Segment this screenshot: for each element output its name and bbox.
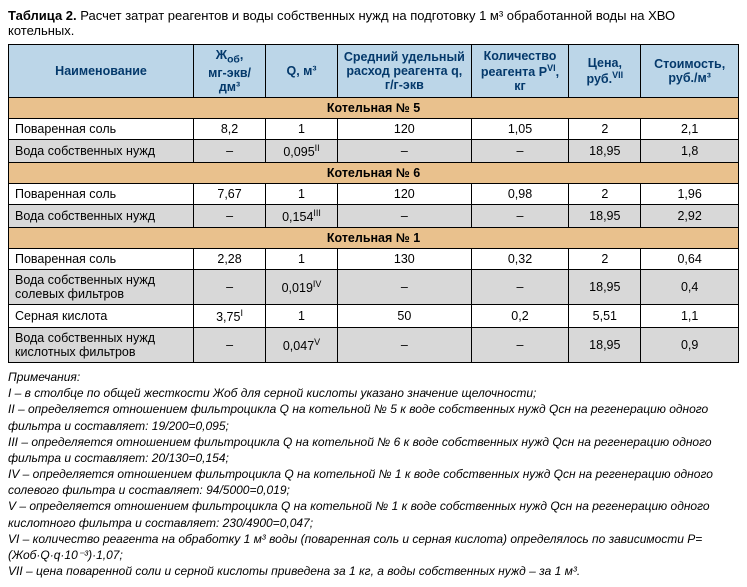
title-prefix: Таблица 2.: [8, 8, 77, 23]
table-cell: 0,095II: [266, 139, 338, 162]
table-cell: 1: [266, 183, 338, 204]
table-cell: 2,92: [641, 204, 739, 227]
col-rate: Средний удельный расход реагента q, г/г-…: [338, 45, 472, 98]
table-cell: 50: [338, 304, 472, 327]
table-cell: –: [338, 327, 472, 362]
footnote-line: IV – определяется отношением фильтроцикл…: [8, 466, 739, 498]
table-cell: Поваренная соль: [9, 248, 194, 269]
table-row: Вода собственных нужд–0,095II––18,951,8: [9, 139, 739, 162]
table-row: Поваренная соль8,211201,0522,1: [9, 118, 739, 139]
table-cell: 5,51: [569, 304, 641, 327]
table-cell: 0,4: [641, 269, 739, 304]
table-cell: 0,9: [641, 327, 739, 362]
table-cell: 2,28: [194, 248, 266, 269]
footnote-line: V – определяется отношением фильтроцикла…: [8, 498, 739, 530]
footnote-line: I – в столбце по общей жесткости Жоб для…: [8, 385, 739, 401]
table-cell: –: [471, 269, 569, 304]
footnote-line: VI – количество реагента на обработку 1 …: [8, 531, 739, 563]
table-cell: 1,1: [641, 304, 739, 327]
table-cell: 1: [266, 118, 338, 139]
table-cell: –: [194, 327, 266, 362]
table-cell: 2: [569, 183, 641, 204]
table-cell: Вода собственных нужд солевых фильтров: [9, 269, 194, 304]
table-cell: 0,154III: [266, 204, 338, 227]
col-price: Цена, руб.VII: [569, 45, 641, 98]
table-cell: 1: [266, 248, 338, 269]
table-cell: 18,95: [569, 204, 641, 227]
col-cost: Стоимость, руб./м³: [641, 45, 739, 98]
table-cell: –: [194, 139, 266, 162]
table-cell: 18,95: [569, 139, 641, 162]
table-cell: –: [338, 204, 472, 227]
table-cell: 0,019IV: [266, 269, 338, 304]
table-cell: 1,96: [641, 183, 739, 204]
section-header: Котельная № 5: [9, 97, 739, 118]
section-header: Котельная № 1: [9, 227, 739, 248]
table-cell: 0,047V: [266, 327, 338, 362]
footnote-line: II – определяется отношением фильтроцикл…: [8, 401, 739, 433]
table-cell: –: [194, 269, 266, 304]
col-zhob: Жоб, мг-экв/дм³: [194, 45, 266, 98]
table-cell: 2: [569, 248, 641, 269]
table-cell: 120: [338, 183, 472, 204]
table-cell: 3,75I: [194, 304, 266, 327]
table-cell: 1,8: [641, 139, 739, 162]
table-cell: 2,1: [641, 118, 739, 139]
section-header: Котельная № 6: [9, 162, 739, 183]
table-cell: 1,05: [471, 118, 569, 139]
table-cell: 8,2: [194, 118, 266, 139]
table-cell: –: [471, 139, 569, 162]
table-cell: 18,95: [569, 269, 641, 304]
table-cell: Поваренная соль: [9, 183, 194, 204]
table-cell: 0,32: [471, 248, 569, 269]
table-cell: 0,64: [641, 248, 739, 269]
table-row: Вода собственных нужд солевых фильтров–0…: [9, 269, 739, 304]
table-cell: Вода собственных нужд: [9, 204, 194, 227]
col-q: Q, м³: [266, 45, 338, 98]
footnote-line: III – определяется отношением фильтроцик…: [8, 434, 739, 466]
table-row: Вода собственных нужд–0,154III––18,952,9…: [9, 204, 739, 227]
table-cell: 2: [569, 118, 641, 139]
table-cell: 130: [338, 248, 472, 269]
footnote-line: VII – цена поваренной соли и серной кисл…: [8, 563, 739, 579]
table-row: Поваренная соль2,2811300,3220,64: [9, 248, 739, 269]
table-row: Поваренная соль7,6711200,9821,96: [9, 183, 739, 204]
table-cell: –: [338, 139, 472, 162]
footnotes: Примечания:I – в столбце по общей жестко…: [8, 369, 739, 579]
table-cell: 0,2: [471, 304, 569, 327]
reagent-table: Наименование Жоб, мг-экв/дм³ Q, м³ Средн…: [8, 44, 739, 363]
table-cell: Вода собственных нужд кислотных фильтров: [9, 327, 194, 362]
table-cell: Вода собственных нужд: [9, 139, 194, 162]
table-row: Серная кислота3,75I1500,25,511,1: [9, 304, 739, 327]
table-cell: 7,67: [194, 183, 266, 204]
col-name: Наименование: [9, 45, 194, 98]
table-cell: 18,95: [569, 327, 641, 362]
table-cell: –: [471, 204, 569, 227]
table-cell: –: [471, 327, 569, 362]
table-cell: 120: [338, 118, 472, 139]
col-amount: Количество реагента РVI, кг: [471, 45, 569, 98]
table-title: Таблица 2. Расчет затрат реагентов и вод…: [8, 8, 739, 38]
table-row: Вода собственных нужд кислотных фильтров…: [9, 327, 739, 362]
table-cell: 0,98: [471, 183, 569, 204]
table-cell: Поваренная соль: [9, 118, 194, 139]
table-cell: Серная кислота: [9, 304, 194, 327]
table-cell: –: [194, 204, 266, 227]
table-cell: –: [338, 269, 472, 304]
table-cell: 1: [266, 304, 338, 327]
footnote-line: Примечания:: [8, 369, 739, 385]
title-rest: Расчет затрат реагентов и воды собственн…: [8, 8, 675, 38]
